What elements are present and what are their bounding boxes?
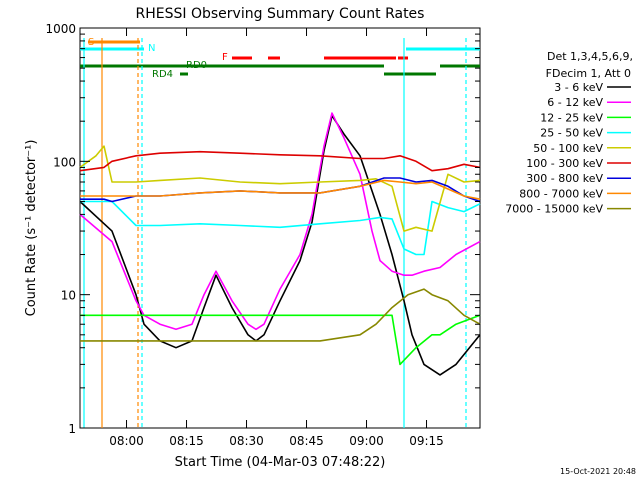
series-line [79, 145, 481, 232]
legend-label: 100 - 300 keV [526, 157, 603, 170]
plot-frame [79, 27, 481, 429]
legend: Det 1,3,4,5,6,9, FDecim 1, Att 0 3 - 6 k… [505, 50, 633, 216]
x-tick-label: 09:15 [409, 434, 444, 448]
legend-label: 3 - 6 keV [554, 81, 603, 94]
y-tick-label: 10 [61, 289, 76, 303]
legend-label: 7000 - 15000 keV [505, 203, 603, 216]
x-tick-label: 09:00 [349, 434, 384, 448]
flag-label-f: F [222, 52, 228, 63]
flag-layer: S N F RD0 RD4 [80, 37, 480, 80]
x-tick-label: 08:00 [109, 434, 144, 448]
series-line [80, 200, 481, 256]
legend-label: 50 - 100 keV [533, 142, 603, 155]
legend-label: 12 - 25 keV [540, 111, 603, 124]
series-line [80, 288, 481, 342]
vertical-markers [83, 38, 467, 428]
y-axis-label: Count Rate (s⁻¹ detector⁻¹) [24, 140, 39, 317]
flag-label-rd0: RD0 [186, 60, 207, 71]
series-layer [79, 112, 481, 376]
series-line [80, 314, 481, 366]
legend-label: 25 - 50 keV [540, 127, 603, 140]
legend-label: 6 - 12 keV [547, 96, 603, 109]
series-line [80, 179, 481, 200]
x-axis-label: Start Time (04-Mar-03 07:48:22) [175, 455, 386, 470]
legend-header-line-2: FDecim 1, Att 0 [546, 67, 631, 80]
legend-label: 300 - 800 keV [526, 172, 603, 185]
timestamp: 15-Oct-2021 20:48 [560, 467, 636, 476]
series-line [79, 150, 481, 172]
y-tick-label: 1 [68, 422, 76, 436]
x-tick-label: 08:45 [289, 434, 324, 448]
flag-label-n: N [148, 43, 155, 54]
x-tick-label: 08:30 [229, 434, 264, 448]
flag-label-s: S [88, 37, 94, 48]
y-tick-label: 100 [53, 155, 76, 169]
x-tick-label: 08:15 [169, 434, 204, 448]
flag-label-rd4: RD4 [152, 69, 173, 80]
axis-layer: 08:00 08:15 08:30 08:45 09:00 09:15 1 10 100 1000 [45, 22, 480, 448]
legend-header-line-1: Det 1,3,4,5,6,9, [547, 50, 633, 63]
y-tick-label: 1000 [45, 22, 76, 36]
legend-label: 800 - 7000 keV [519, 187, 603, 200]
series-line [79, 114, 481, 376]
plot-area: S N F RD0 RD4 08:00 08:15 08:30 08:45 09:00 09:15… [45, 22, 481, 448]
chart-title: RHESSI Observing Summary Count Rates [136, 6, 425, 22]
series-line [79, 112, 481, 331]
